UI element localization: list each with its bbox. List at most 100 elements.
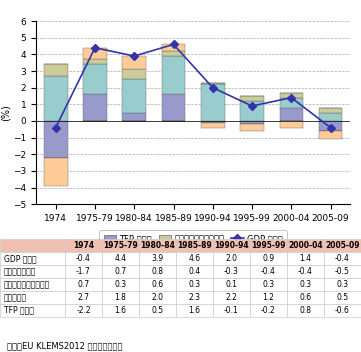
Text: 2.0: 2.0 [226,254,238,263]
FancyBboxPatch shape [65,278,102,291]
Bar [162,94,185,121]
FancyBboxPatch shape [0,252,65,265]
Text: 2.2: 2.2 [226,293,238,302]
FancyBboxPatch shape [65,239,102,252]
FancyBboxPatch shape [0,278,65,291]
FancyBboxPatch shape [139,304,176,317]
Text: 1.6: 1.6 [114,306,126,315]
Text: 2000-04: 2000-04 [288,241,323,250]
Text: 1.8: 1.8 [114,293,126,302]
Text: 1980-84: 1980-84 [140,241,175,250]
Bar [44,121,68,158]
FancyBboxPatch shape [176,304,213,317]
FancyBboxPatch shape [213,239,250,252]
Text: 0.3: 0.3 [299,280,312,289]
FancyBboxPatch shape [102,239,139,252]
Legend: TFP の寄与, 資本の寄与, 労働構成（質）の寄与, 労働時間の寄与, GDP 成長率: TFP の寄与, 資本の寄与, 労働構成（質）の寄与, 労働時間の寄与, GDP… [99,230,287,261]
Bar [279,121,303,128]
FancyBboxPatch shape [324,304,361,317]
Text: 1.4: 1.4 [300,254,312,263]
Text: 1975-79: 1975-79 [103,241,138,250]
Bar [279,98,303,108]
FancyBboxPatch shape [102,304,139,317]
FancyBboxPatch shape [324,239,361,252]
Text: 0.3: 0.3 [336,280,349,289]
Bar [201,83,225,84]
Text: 0.4: 0.4 [188,267,201,276]
Text: 労働構成（質）の寄与: 労働構成（質）の寄与 [4,280,50,289]
Text: 0.8: 0.8 [152,267,164,276]
Bar [122,79,146,113]
Text: 0.6: 0.6 [151,280,164,289]
Bar [240,121,264,124]
Bar [201,84,225,121]
FancyBboxPatch shape [324,265,361,278]
FancyBboxPatch shape [139,278,176,291]
FancyBboxPatch shape [250,239,287,252]
Text: -0.6: -0.6 [335,306,350,315]
Bar [319,121,342,131]
Y-axis label: (%): (%) [0,104,10,121]
Bar [44,158,68,186]
Bar [319,113,342,121]
Bar [319,108,342,113]
FancyBboxPatch shape [0,291,65,304]
Bar [44,64,68,76]
Text: -0.4: -0.4 [335,254,350,263]
Bar [83,59,107,64]
Bar [83,64,107,94]
Text: 1974: 1974 [73,241,94,250]
FancyBboxPatch shape [287,239,324,252]
Bar [319,131,342,139]
Text: TFP の寄与: TFP の寄与 [4,306,34,315]
Bar [162,44,185,51]
Text: 0.5: 0.5 [336,293,349,302]
Text: 2.3: 2.3 [188,293,200,302]
Bar [122,69,146,79]
FancyBboxPatch shape [287,304,324,317]
Text: 1995-99: 1995-99 [251,241,286,250]
FancyBboxPatch shape [65,252,102,265]
Bar [240,124,264,131]
FancyBboxPatch shape [176,265,213,278]
FancyBboxPatch shape [250,278,287,291]
Text: 0.6: 0.6 [299,293,312,302]
Bar [44,76,68,121]
Text: -1.7: -1.7 [76,267,91,276]
FancyBboxPatch shape [102,252,139,265]
Text: 0.7: 0.7 [77,280,90,289]
Text: -0.1: -0.1 [224,306,239,315]
FancyBboxPatch shape [250,252,287,265]
Text: -0.2: -0.2 [261,306,276,315]
Bar [83,48,107,59]
Bar [201,122,225,128]
FancyBboxPatch shape [324,291,361,304]
FancyBboxPatch shape [250,265,287,278]
FancyBboxPatch shape [65,265,102,278]
Bar [162,51,185,56]
Text: -0.5: -0.5 [335,267,350,276]
Text: 1990-94: 1990-94 [214,241,249,250]
Bar [122,113,146,121]
FancyBboxPatch shape [324,252,361,265]
Text: 4.4: 4.4 [114,254,127,263]
Text: 1.2: 1.2 [262,293,274,302]
FancyBboxPatch shape [0,239,65,252]
FancyBboxPatch shape [176,252,213,265]
FancyBboxPatch shape [176,291,213,304]
FancyBboxPatch shape [287,291,324,304]
Text: 0.7: 0.7 [114,267,127,276]
Text: -2.2: -2.2 [76,306,91,315]
FancyBboxPatch shape [65,291,102,304]
FancyBboxPatch shape [102,291,139,304]
FancyBboxPatch shape [65,304,102,317]
FancyBboxPatch shape [139,252,176,265]
FancyBboxPatch shape [213,304,250,317]
Bar [279,93,303,98]
Text: -0.4: -0.4 [261,267,276,276]
FancyBboxPatch shape [139,291,176,304]
FancyBboxPatch shape [250,304,287,317]
Text: -0.4: -0.4 [76,254,91,263]
Text: GDP 成長率: GDP 成長率 [4,254,36,263]
FancyBboxPatch shape [139,265,176,278]
